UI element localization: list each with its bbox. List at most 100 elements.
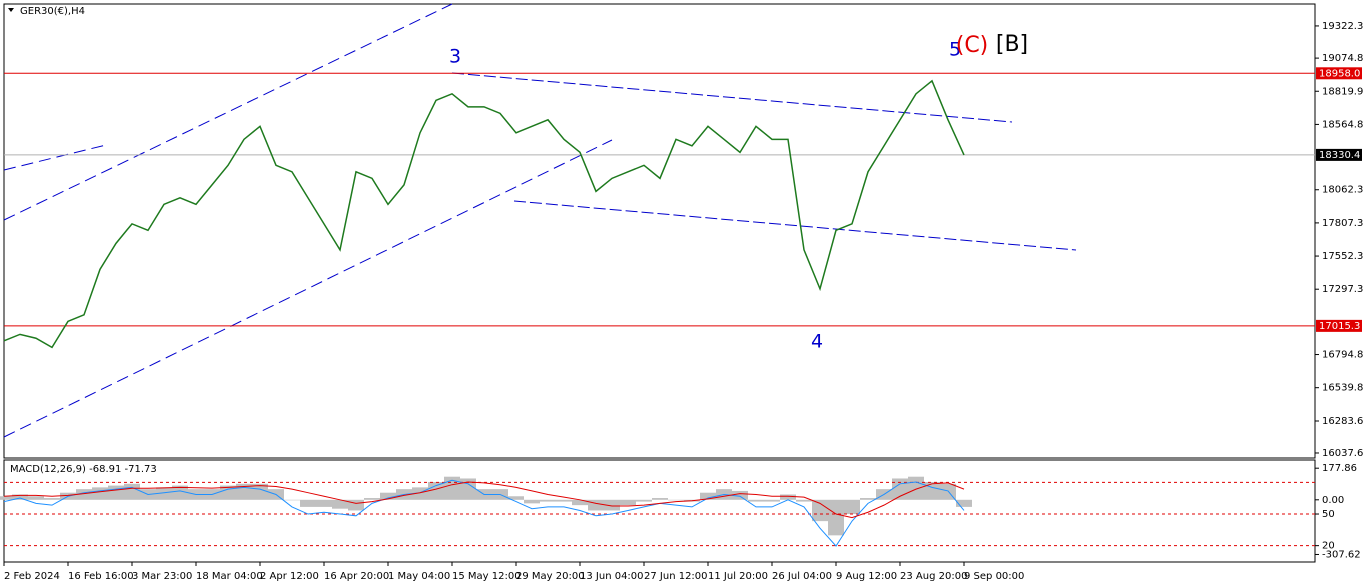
price-line [3,79,965,349]
macd-bar [332,499,348,509]
level-box [1316,67,1362,80]
y-tick-label: 18819.9 [1322,86,1363,97]
x-tick-label: 29 May 20:00 [516,571,585,582]
macd-bar [524,499,540,504]
macd-bar [12,494,28,500]
macd-line [3,479,965,547]
macd-bar [700,492,716,500]
macd-bar [0,496,12,500]
macd-bar [556,499,572,502]
y-tick-label: 18564.8 [1322,119,1363,130]
y-tick-label: 19322.3 [1322,21,1363,32]
macd-bar [812,499,828,522]
macd-bar [796,499,812,502]
chart-title: GER30(€),H4 [20,6,85,17]
macd-bar [780,494,796,500]
x-tick-label: 23 Aug 20:00 [900,571,967,582]
x-tick-label: 3 Mar 23:00 [132,571,192,582]
macd-signal [3,481,965,519]
price-panel [3,3,1316,459]
wave-label: 4 [811,331,823,353]
x-tick-label: 16 Apr 20:00 [324,571,389,582]
x-tick-label: 26 Jul 04:00 [772,571,832,582]
macd-bar [924,482,940,500]
macd-y-tick-label: 0.00 [1322,495,1344,506]
macd-bar [956,499,972,507]
y-tick-label: 16539.8 [1322,383,1363,394]
macd-bar [156,487,172,500]
macd-bar [364,498,380,500]
macd-bar [380,492,396,500]
wave-label: 3 [449,46,461,68]
macd-bar [252,483,268,500]
macd-bar [300,499,316,507]
macd-bar [428,482,444,500]
macd-bar [124,483,140,500]
macd-bar [44,498,60,500]
x-tick-label: 27 Jun 12:00 [644,571,708,582]
macd-bar [540,499,556,502]
x-tick-label: 15 May 12:00 [452,571,521,582]
level-label: 17015.3 [1319,321,1360,332]
collapse-icon [8,8,14,12]
macd-bar [860,498,876,500]
macd-bar [572,499,588,506]
x-tick-label: 16 Feb 16:00 [68,571,134,582]
trendline [451,72,1013,123]
macd-bar [620,499,636,506]
y-tick-label: 17552.3 [1322,251,1363,262]
trendline [3,144,107,171]
macd-y-tick-label: -307.62 [1322,549,1361,560]
y-tick-label: 16794.8 [1322,350,1363,361]
y-tick-label: 18062.3 [1322,185,1363,196]
macd-bar [348,499,364,511]
macd-bar [748,499,764,502]
x-tick-label: 18 Mar 04:00 [196,571,263,582]
x-tick-label: 11 Jul 20:00 [708,571,768,582]
wave-label: 5 [949,39,961,61]
macd-bar [764,499,780,502]
level-box [1316,319,1362,332]
current-price-box [1316,148,1362,161]
y-tick-label: 17297.3 [1322,284,1363,295]
wave-label: (C) [956,33,989,58]
macd-bar [460,478,476,500]
x-tick-label: 13 Jun 04:00 [580,571,644,582]
trendline [3,139,613,438]
macd-bar [76,489,92,500]
macd-bar [284,499,300,501]
trendline [513,200,1077,251]
wave-label: [B] [996,32,1028,57]
macd-bar [108,485,124,500]
macd-bar [172,485,188,500]
y-tick-label: 16037.6 [1322,448,1363,459]
x-tick-label: 2 Feb 2024 [4,571,60,582]
x-tick-label: 9 Sep 00:00 [964,571,1024,582]
macd-bar [636,499,652,502]
macd-bar [652,498,668,500]
macd-bar [604,499,620,511]
macd-bar [668,499,684,501]
y-tick-label: 16283.6 [1322,416,1363,427]
x-tick-label: 1 May 04:00 [388,571,450,582]
macd-y-tick-label: 177.86 [1322,463,1357,474]
x-tick-label: 9 Aug 12:00 [836,571,897,582]
macd-bar [732,490,748,500]
macd-title: MACD(12,26,9) -68.91 -71.73 [10,464,157,475]
trendline [3,3,453,221]
level-label: 18958.0 [1319,68,1360,79]
macd-bar [28,496,44,500]
y-tick-label: 17807.3 [1322,218,1363,229]
current-price-label: 18330.4 [1319,150,1360,161]
macd-bar [92,487,108,500]
macd-bar [588,499,604,511]
y-tick-label: 19074.8 [1322,53,1363,64]
macd-bar [508,496,524,500]
macd-bar [828,499,844,536]
x-tick-label: 2 Apr 12:00 [260,571,319,582]
macd-bar [908,476,924,500]
macd-y-tick-label: 50 [1322,509,1335,520]
macd-bar [316,499,332,507]
trendlines [3,3,1077,438]
